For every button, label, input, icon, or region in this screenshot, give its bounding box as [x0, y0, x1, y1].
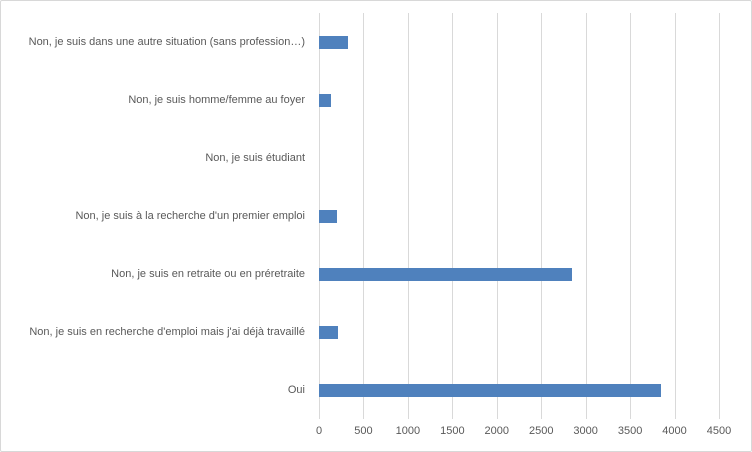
gridline	[719, 13, 720, 419]
category-label: Non, je suis dans une autre situation (s…	[28, 35, 305, 48]
category-label: Non, je suis en recherche d'emploi mais …	[29, 325, 305, 338]
x-tick-label: 2000	[484, 425, 510, 437]
x-tick-label: 3000	[573, 425, 598, 437]
category-label: Non, je suis étudiant	[205, 151, 305, 164]
x-tick-label: 1500	[440, 425, 465, 437]
gridline	[541, 13, 543, 419]
plot-area: 0 500 1000 1500 2000 2500 3000 3500 4000 4500	[316, 13, 731, 437]
gridline	[452, 13, 454, 419]
gridline	[585, 13, 587, 419]
bar	[319, 209, 337, 223]
bar	[319, 383, 662, 397]
category-label: Non, je suis à la recherche d'un premier…	[75, 209, 305, 222]
x-tick-label: 4500	[706, 425, 732, 437]
gridline	[630, 13, 632, 419]
category-label: Non, je suis homme/femme au foyer	[128, 93, 305, 106]
category-axis: Non, je suis dans une autre situation (s…	[1, 13, 311, 419]
gridline	[407, 13, 409, 419]
category-label: Oui	[287, 383, 305, 396]
x-tick-label: 4000	[662, 425, 687, 437]
x-tick-label: 3500	[617, 425, 643, 437]
gridline	[496, 13, 498, 419]
x-tick-label: 1000	[395, 425, 421, 437]
bar	[319, 93, 332, 107]
bar	[319, 35, 349, 49]
bar	[319, 325, 339, 339]
gridline	[674, 13, 676, 419]
category-label: Non, je suis en retraite ou en préretrai…	[111, 267, 305, 280]
gridline	[363, 13, 365, 419]
bar	[319, 267, 573, 281]
x-tick-label: 2500	[528, 425, 554, 437]
x-tick-label: 500	[354, 425, 373, 437]
x-tick-label: 0	[315, 425, 323, 437]
